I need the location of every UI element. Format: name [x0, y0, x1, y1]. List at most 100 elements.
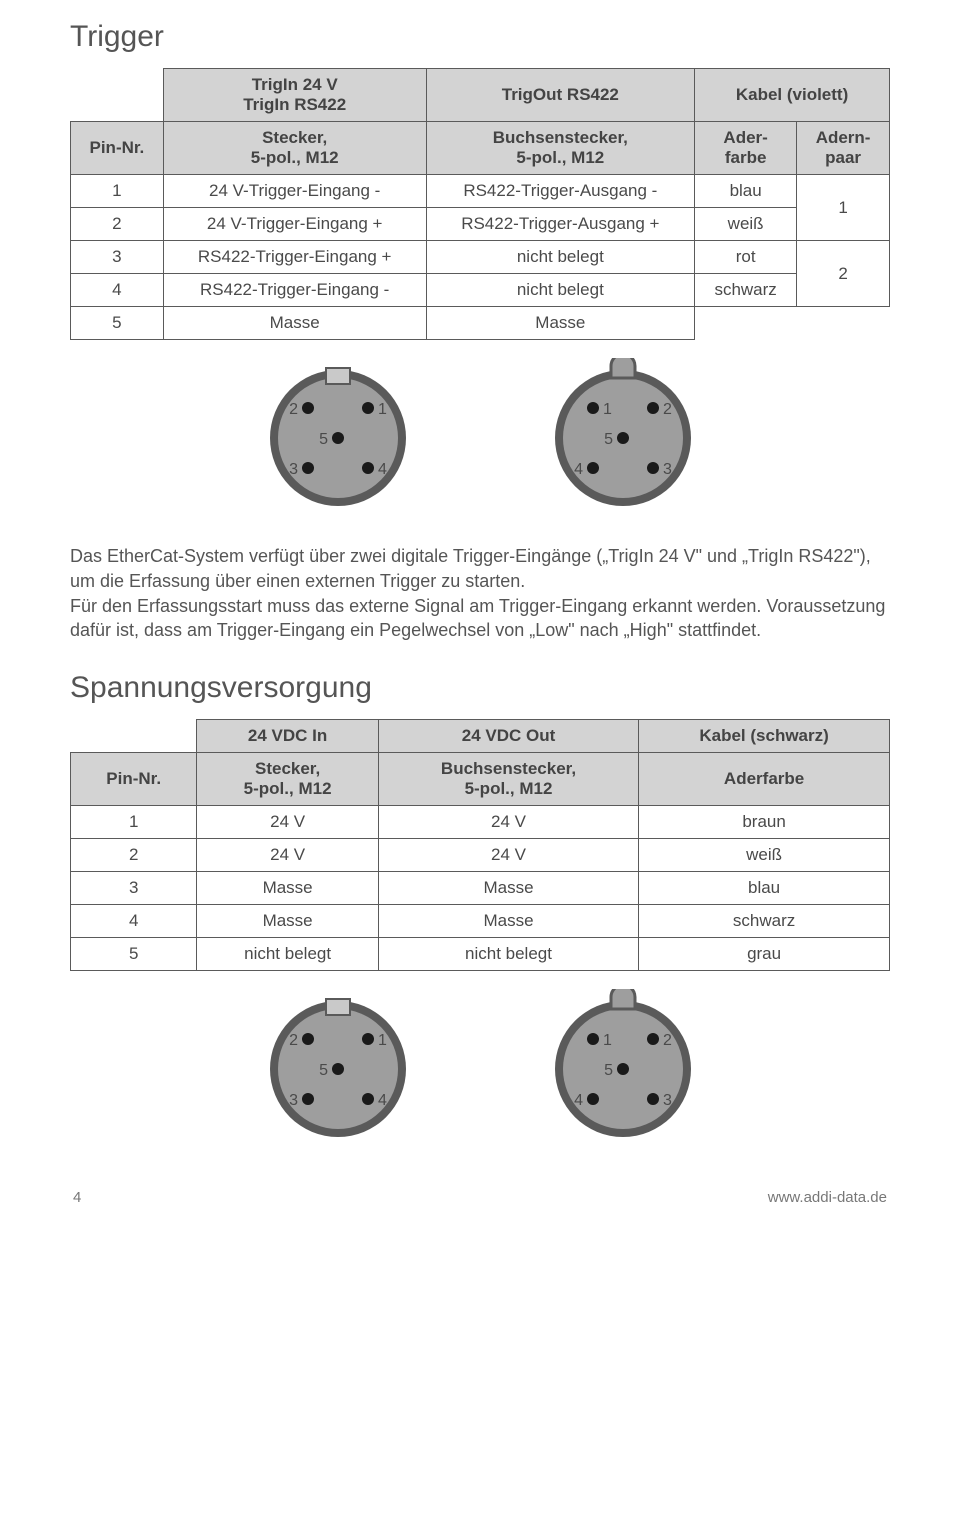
svg-text:5: 5: [319, 1062, 328, 1079]
th-text: paar: [807, 148, 879, 168]
connector-male-icon: 2 1 5 3 4: [258, 989, 418, 1149]
svg-text:4: 4: [574, 461, 583, 478]
cell: rot: [695, 241, 797, 274]
th-trigin: TrigIn 24 V TrigIn RS422: [163, 69, 426, 122]
svg-text:4: 4: [378, 461, 387, 478]
cell: Masse: [378, 872, 638, 905]
svg-text:3: 3: [663, 461, 672, 478]
table-row: 2 24 V-Trigger-Eingang + RS422-Trigger-A…: [71, 208, 890, 241]
table-row: 5 nicht belegt nicht belegt grau: [71, 938, 890, 971]
cell: braun: [639, 806, 890, 839]
cell: schwarz: [639, 905, 890, 938]
cell-pin: 4: [71, 905, 197, 938]
cell: grau: [639, 938, 890, 971]
th-text: 5-pol., M12: [207, 779, 367, 799]
trigger-table: TrigIn 24 V TrigIn RS422 TrigOut RS422 K…: [70, 68, 890, 340]
th-text: Adern-: [807, 128, 879, 148]
cell: blau: [639, 872, 890, 905]
cell: Masse: [197, 872, 378, 905]
th-aderfarbe: Ader- farbe: [695, 122, 797, 175]
cell-pin: 2: [71, 839, 197, 872]
connector-diagrams-power: 2 1 5 3 4 1 2 5 4 3: [70, 989, 890, 1149]
spacer: [797, 307, 890, 340]
cell: nicht belegt: [426, 274, 695, 307]
th-stecker: Stecker, 5-pol., M12: [163, 122, 426, 175]
page-footer: 4 www.addi-data.de: [70, 1189, 890, 1206]
cell: Masse: [426, 307, 695, 340]
cell: Masse: [197, 905, 378, 938]
desc-p1: Das EtherCat-System verfügt über zwei di…: [70, 544, 890, 594]
svg-text:2: 2: [663, 1032, 672, 1049]
description-block: Das EtherCat-System verfügt über zwei di…: [70, 544, 890, 643]
cell: blau: [695, 175, 797, 208]
cell-pin: 5: [71, 307, 164, 340]
th-text: farbe: [705, 148, 786, 168]
th-text: Buchsenstecker,: [389, 759, 628, 779]
spacer: [71, 69, 164, 122]
cell: RS422-Trigger-Eingang -: [163, 274, 426, 307]
cell-pin: 3: [71, 241, 164, 274]
table-row: 4 Masse Masse schwarz: [71, 905, 890, 938]
svg-text:1: 1: [603, 1032, 612, 1049]
connector-female-icon: 1 2 5 4 3: [543, 989, 703, 1149]
table-row: 2 24 V 24 V weiß: [71, 839, 890, 872]
cell-pin: 4: [71, 274, 164, 307]
th-aderfarbe: Aderfarbe: [639, 753, 890, 806]
table-row: 5 Masse Masse: [71, 307, 890, 340]
svg-text:5: 5: [604, 1062, 613, 1079]
page-number: 4: [73, 1189, 81, 1206]
th-vdcin: 24 VDC In: [197, 720, 378, 753]
th-adernpaar: Adern- paar: [797, 122, 890, 175]
desc-p2: Für den Erfassungsstart muss das externe…: [70, 594, 890, 644]
svg-text:4: 4: [378, 1092, 387, 1109]
th-buchsen: Buchsenstecker, 5-pol., M12: [426, 122, 695, 175]
th-text: 5-pol., M12: [437, 148, 685, 168]
svg-text:1: 1: [378, 1032, 387, 1049]
th-trigout: TrigOut RS422: [426, 69, 695, 122]
cell: Masse: [378, 905, 638, 938]
cell: 24 V-Trigger-Eingang +: [163, 208, 426, 241]
table-row: 3 Masse Masse blau: [71, 872, 890, 905]
footer-url: www.addi-data.de: [768, 1189, 887, 1206]
svg-text:2: 2: [289, 401, 298, 418]
th-stecker: Stecker, 5-pol., M12: [197, 753, 378, 806]
svg-text:5: 5: [319, 431, 328, 448]
table-row: 4 RS422-Trigger-Eingang - nicht belegt s…: [71, 274, 890, 307]
cell: schwarz: [695, 274, 797, 307]
svg-text:3: 3: [663, 1092, 672, 1109]
cell: RS422-Trigger-Ausgang +: [426, 208, 695, 241]
th-text: 5-pol., M12: [174, 148, 416, 168]
th-text: Stecker,: [174, 128, 416, 148]
power-table: 24 VDC In 24 VDC Out Kabel (schwarz) Pin…: [70, 719, 890, 971]
cell: nicht belegt: [378, 938, 638, 971]
cell: nicht belegt: [197, 938, 378, 971]
svg-text:3: 3: [289, 1092, 298, 1109]
cell-pair: 2: [797, 241, 890, 307]
cell: 24 V: [378, 839, 638, 872]
table-row: 1 24 V 24 V braun: [71, 806, 890, 839]
cell-pin: 5: [71, 938, 197, 971]
cell: 24 V: [197, 806, 378, 839]
connector-male-icon: 2 1 5 3 4: [258, 358, 418, 518]
th-kabel: Kabel (violett): [695, 69, 890, 122]
th-text: TrigIn 24 V: [174, 75, 416, 95]
svg-text:2: 2: [663, 401, 672, 418]
cell: 24 V-Trigger-Eingang -: [163, 175, 426, 208]
th-vdcout: 24 VDC Out: [378, 720, 638, 753]
spacer: [695, 307, 797, 340]
cell: RS422-Trigger-Eingang +: [163, 241, 426, 274]
th-text: Buchsenstecker,: [437, 128, 685, 148]
cell-pair: 1: [797, 175, 890, 241]
svg-text:2: 2: [289, 1032, 298, 1049]
cell: nicht belegt: [426, 241, 695, 274]
cell-pin: 1: [71, 806, 197, 839]
svg-text:1: 1: [378, 401, 387, 418]
th-text: TrigIn RS422: [174, 95, 416, 115]
cell: Masse: [163, 307, 426, 340]
cell-pin: 2: [71, 208, 164, 241]
power-heading: Spannungsversorgung: [70, 671, 890, 705]
cell: weiß: [695, 208, 797, 241]
svg-text:4: 4: [574, 1092, 583, 1109]
table-row: 3 RS422-Trigger-Eingang + nicht belegt r…: [71, 241, 890, 274]
connector-female-icon: 1 2 5 4 3: [543, 358, 703, 518]
